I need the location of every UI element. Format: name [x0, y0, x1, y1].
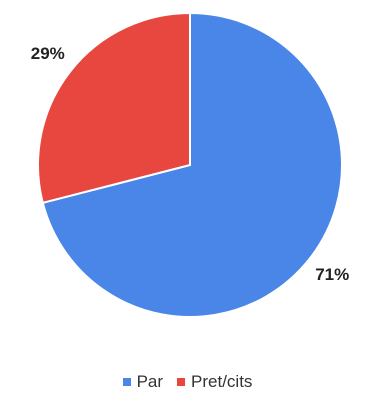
- legend-swatch-pret-cits: [177, 378, 186, 386]
- legend-item-par: Par: [122, 372, 164, 392]
- legend-swatch-par: [122, 378, 131, 386]
- legend-label-par: Par: [136, 372, 164, 391]
- data-label-par: 71%: [315, 265, 349, 284]
- pie-slice-pret-cits: [37, 11, 191, 205]
- data-label-pret-cits: 29%: [31, 44, 65, 63]
- legend-label-pret-cits: Pret/cits: [191, 372, 253, 391]
- pie-slice-par: [41, 11, 343, 318]
- legend: Par Pret/cits: [0, 372, 375, 392]
- legend-item-pret-cits: Pret/cits: [177, 372, 252, 392]
